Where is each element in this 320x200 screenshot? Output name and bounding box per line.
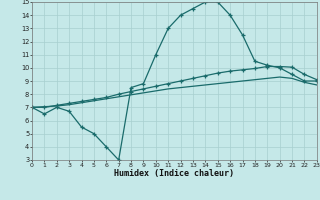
X-axis label: Humidex (Indice chaleur): Humidex (Indice chaleur)	[115, 169, 234, 178]
